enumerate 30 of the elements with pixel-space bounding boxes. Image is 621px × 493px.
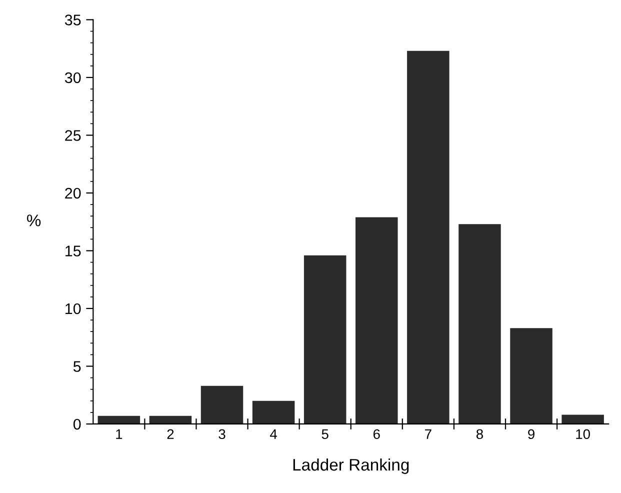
bar [458,224,501,424]
bar [356,217,398,424]
bar [510,328,552,424]
x-tick-label: 2 [167,429,174,439]
bar [200,386,244,424]
bar [407,50,450,424]
x-tick-label: 5 [322,429,328,440]
y-tick-label: 0 [73,418,81,430]
x-tick-label: 4 [270,429,278,439]
y-tick-label: 15 [66,246,81,256]
x-tick-label: 6 [373,429,380,440]
x-tick-label: 3 [218,429,226,440]
bar [252,400,295,424]
y-tick-label: 10 [66,303,81,314]
y-tick-label: 5 [73,361,81,372]
x-axis-title: Ladder Ranking [293,458,409,474]
x-tick-label: 1 [116,429,122,439]
y-tick-label: 30 [64,72,81,84]
bar [98,416,140,424]
x-tick-label: 9 [528,429,534,440]
y-tick-label: 20 [65,188,81,199]
bar [562,414,604,424]
y-tick-label: 35 [64,14,81,26]
y-tick-label: 25 [65,130,81,141]
bar [304,255,346,424]
bar [149,416,192,424]
y-axis-title: % [26,214,41,226]
x-tick-label: 8 [476,429,483,440]
x-tick-label: 10 [576,429,590,440]
x-tick-label: 7 [425,429,432,439]
